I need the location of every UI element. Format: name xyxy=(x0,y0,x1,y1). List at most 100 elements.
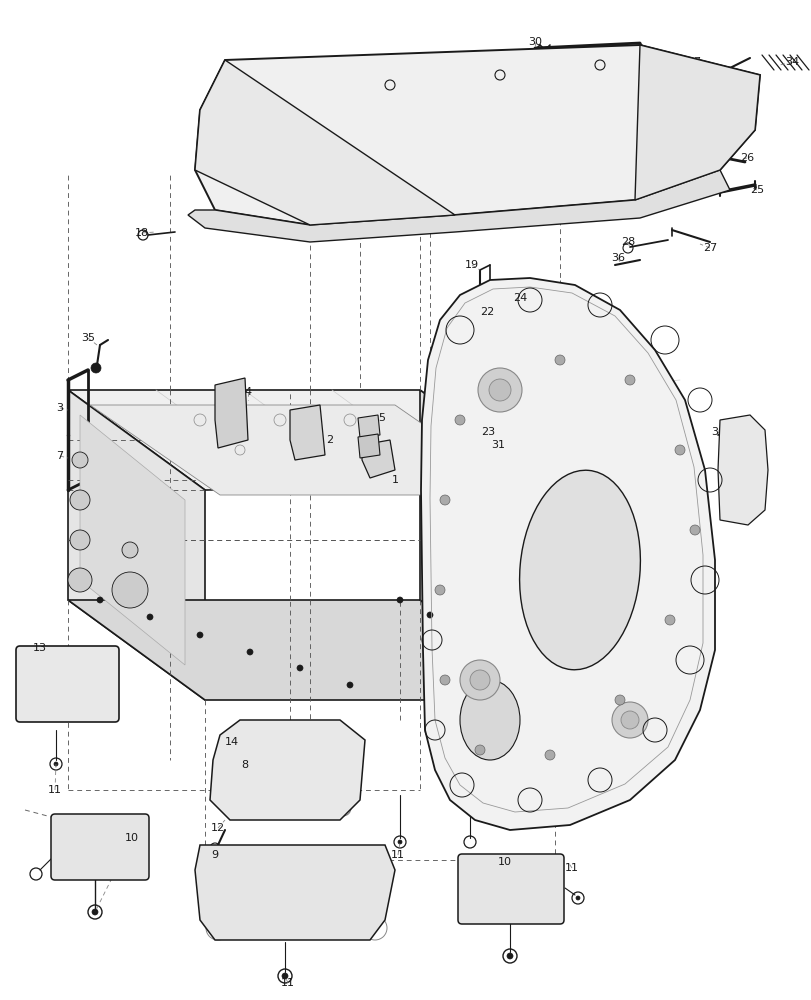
Text: 6: 6 xyxy=(378,445,385,455)
Circle shape xyxy=(91,363,101,373)
Circle shape xyxy=(97,597,103,603)
Circle shape xyxy=(440,675,449,685)
Text: 11: 11 xyxy=(281,978,294,988)
Text: 10: 10 xyxy=(125,833,139,843)
Circle shape xyxy=(435,585,444,595)
Text: 33: 33 xyxy=(365,213,379,223)
Circle shape xyxy=(614,695,624,705)
Text: 25: 25 xyxy=(749,185,763,195)
Circle shape xyxy=(674,445,684,455)
Polygon shape xyxy=(195,845,394,940)
Polygon shape xyxy=(634,45,759,200)
Text: 30: 30 xyxy=(527,37,541,47)
Ellipse shape xyxy=(460,680,519,760)
Text: 18: 18 xyxy=(135,228,149,238)
Circle shape xyxy=(554,355,564,365)
Polygon shape xyxy=(362,440,394,478)
Circle shape xyxy=(611,702,647,738)
Circle shape xyxy=(440,495,449,505)
Text: 20: 20 xyxy=(331,223,345,233)
Circle shape xyxy=(460,660,500,700)
Text: 23: 23 xyxy=(480,427,495,437)
Circle shape xyxy=(488,379,510,401)
Text: 10: 10 xyxy=(497,857,512,867)
Text: 11: 11 xyxy=(391,850,405,860)
Text: 21: 21 xyxy=(423,193,436,203)
Text: 32: 32 xyxy=(324,227,339,237)
Circle shape xyxy=(122,542,138,558)
Text: 24: 24 xyxy=(513,293,526,303)
Circle shape xyxy=(624,375,634,385)
Circle shape xyxy=(297,665,303,671)
FancyBboxPatch shape xyxy=(16,646,119,722)
Text: 7: 7 xyxy=(57,451,63,461)
Polygon shape xyxy=(68,390,204,700)
Text: 11: 11 xyxy=(48,785,62,795)
FancyBboxPatch shape xyxy=(51,814,148,880)
Circle shape xyxy=(223,741,233,751)
Circle shape xyxy=(197,632,203,638)
Text: 22: 22 xyxy=(483,397,496,407)
Circle shape xyxy=(575,896,579,900)
Circle shape xyxy=(454,415,465,425)
Text: 28: 28 xyxy=(620,237,634,247)
Circle shape xyxy=(506,953,513,959)
Circle shape xyxy=(664,615,674,625)
Text: 2: 2 xyxy=(326,435,333,445)
Text: 3: 3 xyxy=(57,403,63,413)
Polygon shape xyxy=(80,415,185,665)
Text: 5: 5 xyxy=(378,413,385,423)
Text: 19: 19 xyxy=(465,260,478,270)
Circle shape xyxy=(70,530,90,550)
Text: 29: 29 xyxy=(530,157,544,167)
Circle shape xyxy=(397,597,402,603)
Circle shape xyxy=(247,649,253,655)
Circle shape xyxy=(470,670,489,690)
Circle shape xyxy=(474,745,484,755)
Text: 17: 17 xyxy=(687,57,702,67)
Polygon shape xyxy=(358,415,380,438)
Circle shape xyxy=(478,368,521,412)
Text: 34: 34 xyxy=(784,57,798,67)
Circle shape xyxy=(70,490,90,510)
Polygon shape xyxy=(188,170,729,242)
Text: 26: 26 xyxy=(739,153,753,163)
Circle shape xyxy=(147,614,152,620)
FancyBboxPatch shape xyxy=(457,854,564,924)
Circle shape xyxy=(281,973,288,979)
Text: 14: 14 xyxy=(225,737,238,747)
Circle shape xyxy=(112,572,148,608)
Polygon shape xyxy=(358,434,380,458)
Circle shape xyxy=(346,682,353,688)
Polygon shape xyxy=(68,390,554,490)
Text: 16: 16 xyxy=(242,183,257,193)
Polygon shape xyxy=(717,415,767,525)
Text: 1: 1 xyxy=(391,475,398,485)
Text: 15: 15 xyxy=(301,147,315,157)
Circle shape xyxy=(620,711,638,729)
Circle shape xyxy=(544,750,554,760)
Circle shape xyxy=(397,840,401,844)
Polygon shape xyxy=(290,405,324,460)
Circle shape xyxy=(689,525,699,535)
Text: 12: 12 xyxy=(211,823,225,833)
Polygon shape xyxy=(195,60,454,225)
Text: 35: 35 xyxy=(81,333,95,343)
Circle shape xyxy=(68,568,92,592)
Polygon shape xyxy=(215,378,247,448)
Text: 22: 22 xyxy=(479,307,494,317)
Polygon shape xyxy=(68,600,554,700)
Text: 9: 9 xyxy=(211,850,218,860)
Circle shape xyxy=(427,612,432,618)
Text: 31: 31 xyxy=(491,440,504,450)
Circle shape xyxy=(54,762,58,766)
Polygon shape xyxy=(195,45,759,225)
Text: 4: 4 xyxy=(244,387,251,397)
Text: 36: 36 xyxy=(610,253,624,263)
Ellipse shape xyxy=(519,470,640,670)
Text: 36: 36 xyxy=(710,427,724,437)
Circle shape xyxy=(72,452,88,468)
Text: 11: 11 xyxy=(564,863,578,873)
Polygon shape xyxy=(420,278,714,830)
Polygon shape xyxy=(210,720,365,820)
